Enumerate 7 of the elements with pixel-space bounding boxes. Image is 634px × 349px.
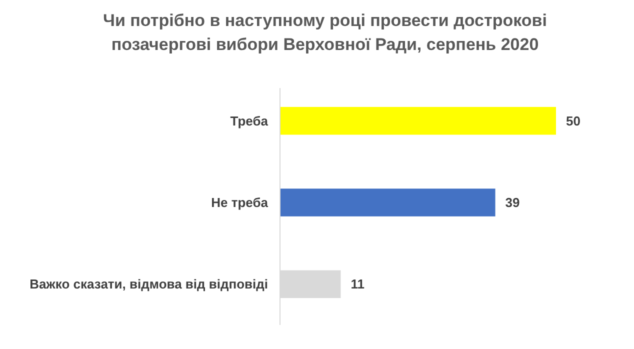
y-tick-label: Треба bbox=[230, 113, 269, 128]
data-label: 39 bbox=[505, 195, 520, 210]
chart-title: Чи потрібно в наступному році провести дострокові позачергові вибори Верховної Ради, серпень 2020 bbox=[103, 11, 547, 54]
data-label: 11 bbox=[350, 276, 364, 292]
data-label: 50 bbox=[566, 113, 580, 128]
y-tick-label: Не треба bbox=[211, 195, 269, 210]
y-tick-label: Важко сказати, відмова від відповіді bbox=[30, 276, 268, 292]
